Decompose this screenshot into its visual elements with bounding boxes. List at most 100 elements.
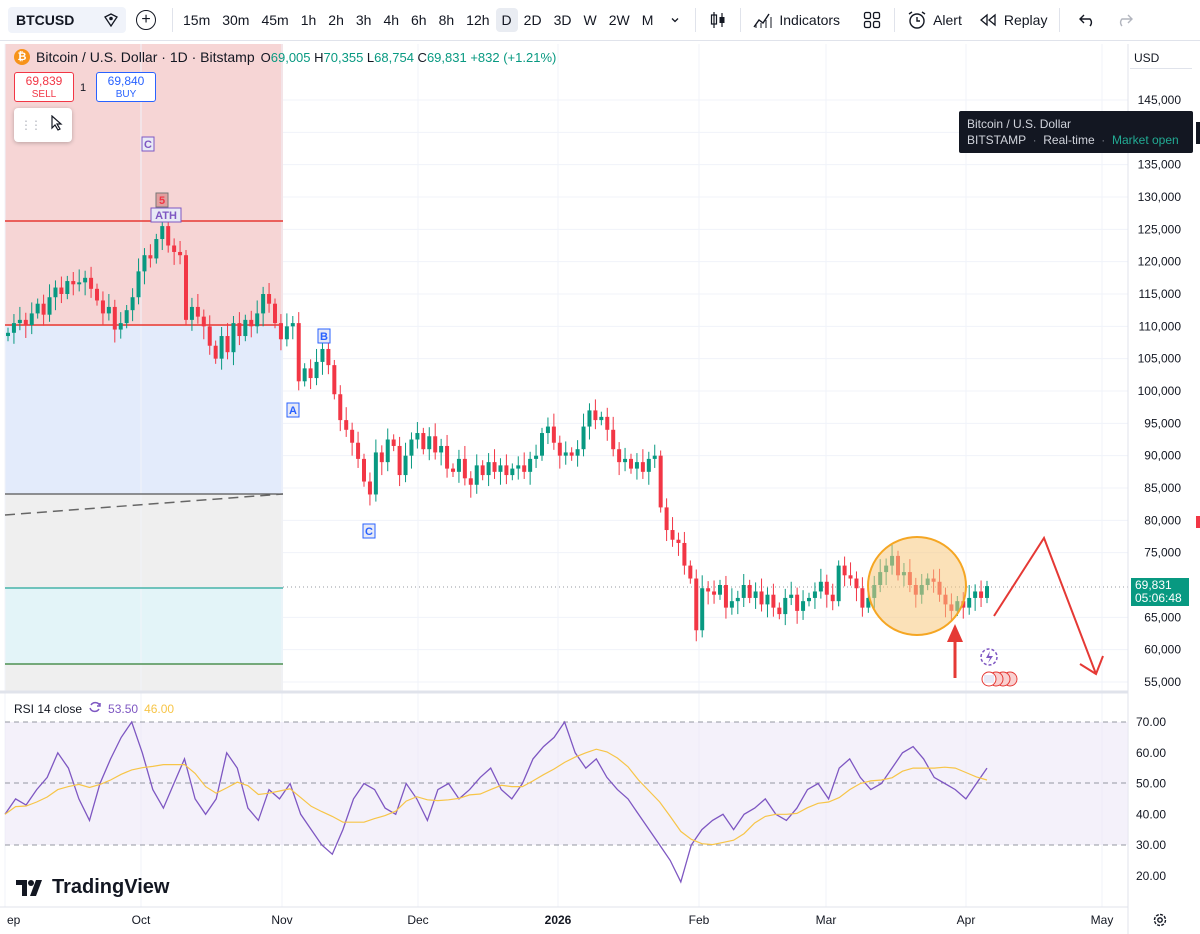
dashed-trend-line (4, 493, 284, 516)
interval-8h[interactable]: 8h (438, 12, 455, 28)
quantity: 1 (80, 82, 87, 94)
wave-label[interactable]: C (141, 136, 155, 152)
candle (41, 294, 46, 326)
wave-label[interactable]: C (362, 523, 376, 539)
candle (184, 250, 188, 326)
brand-name: TradingView (52, 876, 170, 898)
drag-handle-icon[interactable]: ⋮⋮ (20, 118, 42, 132)
candle (545, 417, 550, 445)
candle (362, 453, 366, 487)
interval-2w[interactable]: 2W (608, 12, 630, 28)
interval-3h[interactable]: 3h (355, 12, 372, 28)
rsi-axis[interactable]: 70.00 60.00 50.00 40.00 30.00 20.00 (1136, 715, 1166, 883)
candle (818, 568, 823, 599)
buy-button[interactable]: 69,840 BUY (96, 72, 156, 102)
candle (842, 556, 847, 587)
interval-3d[interactable]: 3D (553, 12, 572, 28)
cursor-arrow-icon[interactable] (50, 114, 64, 136)
open-value: 69,005 (270, 49, 311, 65)
candle (688, 560, 693, 584)
symbol-label: BTCUSD (16, 12, 75, 28)
candle (6, 327, 10, 342)
candle (338, 385, 343, 432)
candle (136, 258, 141, 305)
candle (486, 453, 491, 487)
candle (53, 280, 58, 311)
symbol-compare-icon[interactable] (104, 13, 118, 27)
price-axis-label: 90,000 (1144, 449, 1181, 463)
interval-4h[interactable]: 4h (383, 12, 400, 28)
candle (403, 442, 408, 483)
interval-d[interactable]: D (495, 8, 518, 32)
replay-label: Replay (1003, 12, 1048, 28)
rsi-label[interactable]: RSI 14 close (14, 701, 83, 716)
wave-label[interactable]: A (286, 402, 300, 418)
add-symbol-button[interactable]: + (136, 10, 156, 30)
wave-label[interactable]: B (317, 328, 331, 344)
symbol-search[interactable]: BTCUSD (8, 7, 126, 33)
sell-button[interactable]: 69,839 SELL (14, 72, 74, 102)
interval-m[interactable]: M (641, 12, 654, 28)
price-axis-label: 80,000 (1144, 513, 1181, 527)
candle (522, 452, 527, 479)
candle (379, 445, 384, 476)
low-label: L (366, 49, 375, 65)
indicators-button[interactable]: Indicators (745, 6, 848, 34)
interval-1h[interactable]: 1h (300, 12, 317, 28)
rsi-settings-icon[interactable] (88, 700, 102, 717)
indicators-label: Indicators (779, 12, 841, 28)
candle (504, 454, 509, 485)
settings-gear-icon[interactable] (1152, 912, 1168, 928)
wave-label[interactable]: 5 (155, 192, 169, 208)
interval-6h[interactable]: 6h (411, 12, 427, 28)
candle (854, 571, 859, 602)
wave-labels: C 5 ATH B A C (141, 136, 376, 539)
price-axis-label: 95,000 (1144, 416, 1181, 430)
divider (695, 8, 697, 32)
candle (314, 348, 319, 386)
svg-text:B: B (320, 331, 328, 343)
last-price: 69,831 (1135, 578, 1172, 592)
bar-countdown: 05:06:48 (1135, 591, 1182, 605)
layouts-button[interactable] (854, 6, 890, 34)
chart-type-button[interactable] (700, 6, 736, 34)
rsi-legend: RSI 14 close 53.50 46.00 (14, 700, 174, 717)
candle (581, 413, 586, 457)
interval-45m[interactable]: 45m (261, 12, 289, 28)
price-axis-label: 120,000 (1138, 255, 1182, 269)
time-axis[interactable]: ep Oct Nov Dec 2026 Feb Mar Apr May (7, 913, 1113, 927)
replay-button[interactable]: Replay (970, 6, 1056, 34)
candle (617, 442, 622, 476)
redo-button[interactable] (1106, 6, 1142, 34)
candle (801, 590, 806, 620)
currency-selector[interactable]: USD (1130, 47, 1192, 69)
candle (195, 294, 200, 324)
candle (462, 445, 467, 486)
price-axis-label: 75,000 (1144, 546, 1181, 560)
wave-label[interactable]: ATH (150, 207, 182, 223)
layout-grid-icon (862, 10, 882, 30)
interval-2h[interactable]: 2h (328, 12, 344, 28)
candle (599, 411, 604, 426)
candle (261, 286, 266, 327)
candle (836, 560, 841, 607)
interval-12h[interactable]: 12h (466, 12, 490, 28)
candle (741, 574, 746, 607)
time-axis-label: Mar (816, 913, 837, 927)
undo-button[interactable] (1070, 6, 1106, 34)
candle (17, 306, 22, 331)
lightning-bolt (986, 651, 993, 663)
interval-15m[interactable]: 15m (183, 12, 211, 28)
interval-2d[interactable]: 2D (523, 12, 542, 28)
interval-w[interactable]: W (583, 12, 597, 28)
alert-button[interactable]: Alert (899, 6, 970, 34)
tradingview-logo[interactable]: TradingView (16, 876, 169, 899)
candle (391, 434, 396, 452)
price-axis-label: 65,000 (1144, 610, 1181, 624)
legend-title[interactable]: Bitcoin / U.S. Dollar · 1D · Bitstamp (36, 49, 255, 65)
candle (860, 577, 865, 617)
interval-30m[interactable]: 30m (222, 12, 250, 28)
time-axis-label: ep (7, 913, 21, 927)
interval-dropdown-button[interactable] (659, 6, 691, 34)
time-axis-label: May (1091, 913, 1114, 927)
